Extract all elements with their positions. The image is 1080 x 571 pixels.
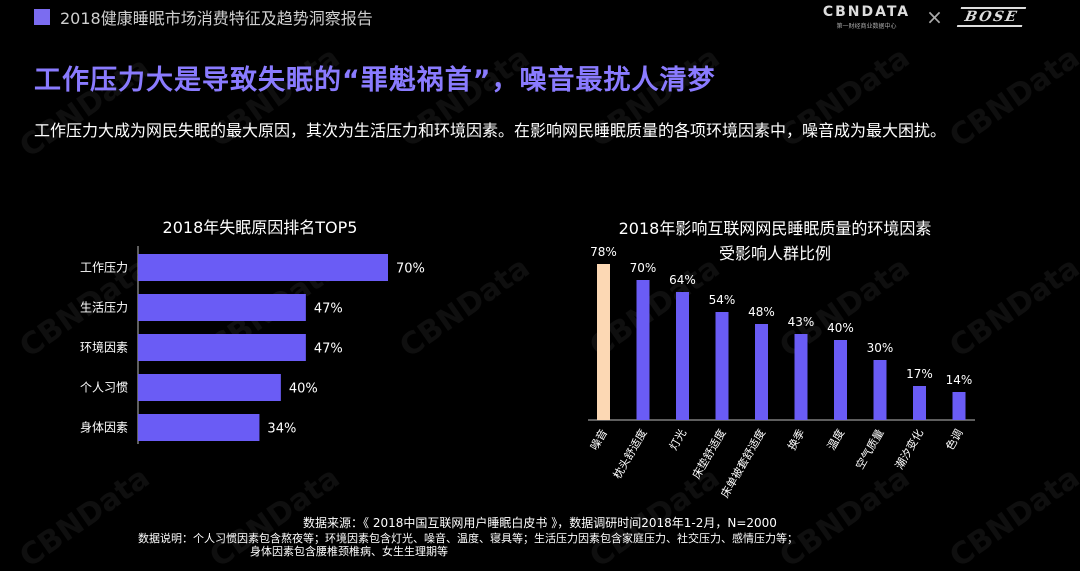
cbndata-logo-subtext: 第一财经商业数据中心 [836, 23, 897, 30]
right-chart-value-label: 70% [630, 261, 657, 275]
right-chart-bar [952, 392, 966, 420]
left-chart-bar [138, 254, 388, 281]
right-chart-category-label: 温度 [824, 427, 847, 453]
left-chart-value-label: 70% [396, 262, 425, 277]
cbndata-logo-text: CBNDATA [822, 4, 911, 20]
right-chart-bar [834, 340, 847, 420]
cbndata-logo: CBNDATA 第一财经商业数据中心 [823, 4, 910, 30]
left-chart-bar [138, 414, 260, 441]
right-chart-value-label: 54% [709, 293, 736, 307]
right-chart-category-label: 灯光 [666, 427, 689, 453]
data-notes-line1: 数据说明：个人习惯因素包含熬夜等；环境因素包含灯光、噪音、温度、寝具等；生活压力… [138, 532, 798, 545]
left-chart-bar [138, 374, 281, 401]
left-chart-category-label: 个人习惯 [80, 380, 128, 395]
left-chart-value-label: 34% [267, 422, 296, 437]
right-chart-bar [636, 280, 650, 420]
right-chart-title: 2018年影响互联网网民睡眠质量的环境因素 [618, 219, 932, 238]
left-chart-bar [138, 334, 306, 361]
right-chart-bar [794, 334, 808, 420]
right-chart-category-label: 潮汐变化 [892, 427, 926, 472]
partner-logos: CBNDATA 第一财经商业数据中心 × BOSE [823, 4, 1027, 30]
data-notes: 数据说明：个人习惯因素包含熬夜等；环境因素包含灯光、噪音、温度、寝具等；生活压力… [138, 532, 958, 558]
left-chart-value-label: 40% [289, 382, 318, 397]
left-chart-title: 2018年失眠原因排名TOP5 [162, 218, 358, 237]
left-chart-bar [138, 294, 306, 321]
data-source: 数据来源：《 2018中国互联网用户睡眠白皮书 》，数据调研时间2018年1-2… [303, 516, 777, 530]
right-chart-value-label: 40% [827, 321, 854, 335]
right-chart-category-label: 空气质量 [852, 427, 886, 472]
right-chart-value-label: 64% [669, 273, 696, 287]
right-chart-category-label: 噪音 [587, 427, 610, 453]
left-bar-chart: 工作压力 70% 生活压力 47% 环境因素 47% 个人习惯 40% 身体因素 34% [80, 246, 425, 444]
header-accent-square [34, 9, 50, 25]
right-chart-bar [873, 360, 887, 420]
page-headline: 工作压力大是导致失眠的“罪魁祸首”，噪音最扰人清梦 [34, 65, 716, 96]
left-chart-category-label: 工作压力 [80, 261, 128, 275]
left-chart-value-label: 47% [314, 302, 343, 317]
left-chart-category-label: 身体因素 [80, 420, 128, 435]
data-notes-line2: 身体因素包含腰椎颈椎病、女生生理期等 [250, 545, 448, 558]
logo-separator: × [926, 5, 943, 29]
right-chart-category-label: 枕头舒适度 [610, 427, 650, 482]
right-chart-value-label: 43% [788, 315, 815, 329]
left-chart-category-label: 生活压力 [80, 301, 128, 315]
right-chart-value-label: 78% [590, 245, 617, 259]
right-chart-bar [715, 312, 729, 420]
report-header: 2018健康睡眠市场消费特征及趋势洞察报告 [34, 6, 373, 28]
right-chart-category-label: 色调 [942, 427, 965, 453]
left-chart-value-label: 47% [314, 342, 343, 357]
right-chart-value-label: 48% [748, 305, 775, 319]
right-chart-bar [676, 292, 689, 420]
right-chart-category-label: 床垫舒适度 [689, 427, 729, 482]
right-chart-bar [913, 386, 926, 420]
right-chart-subtitle: 受影响人群比例 [718, 244, 831, 263]
right-chart-value-label: 17% [906, 367, 933, 381]
right-bar-chart: 78%噪音70%枕头舒适度64%灯光54%床垫舒适度48%床单被套舒适度43%换… [587, 245, 975, 500]
report-title: 2018健康睡眠市场消费特征及趋势洞察报告 [60, 9, 373, 28]
intro-text: 工作压力大成为网民失眠的最大原因，其次为生活压力和环境因素。在影响网民睡眠质量的… [34, 121, 947, 140]
left-chart-category-label: 环境因素 [80, 340, 128, 355]
right-chart-value-label: 14% [946, 373, 973, 387]
right-chart-bar [755, 324, 768, 420]
right-chart-value-label: 30% [867, 341, 894, 355]
right-chart-category-label: 换季 [784, 427, 807, 453]
right-chart-bar [597, 264, 610, 420]
